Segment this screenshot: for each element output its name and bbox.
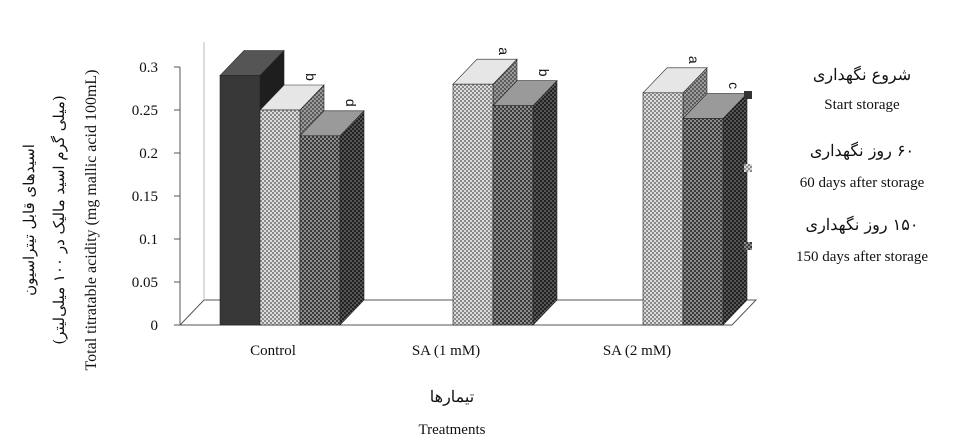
y-tick-label: 0.2 bbox=[139, 146, 158, 162]
category-label: SA (1 mM) bbox=[412, 343, 480, 359]
legend: شروع نگهداری Start storage ۶۰ روز نگهدار… bbox=[744, 65, 928, 265]
legend-label-60-days-en: 60 days after storage bbox=[800, 175, 925, 191]
y-tick-label: 0.3 bbox=[139, 60, 158, 76]
significance-letter: b bbox=[536, 69, 552, 77]
significance-letter: b bbox=[303, 73, 319, 81]
bar bbox=[259, 109, 301, 326]
bar bbox=[682, 118, 724, 326]
significance-letter: a bbox=[496, 47, 512, 55]
bar bbox=[299, 135, 341, 326]
bars-group: b d a b a c bbox=[219, 47, 748, 326]
legend-label-start-storage-en: Start storage bbox=[824, 97, 900, 113]
legend-swatch-60-days bbox=[744, 164, 752, 172]
legend-swatch-150-days bbox=[744, 242, 752, 250]
legend-label-150-days-en: 150 days after storage bbox=[796, 249, 928, 265]
category-label: Control bbox=[250, 343, 296, 359]
category-label: SA (2 mM) bbox=[603, 343, 671, 359]
legend-label-60-days-fa: ۶۰ روز نگهداری bbox=[810, 141, 914, 160]
legend-label-start-storage-fa: شروع نگهداری bbox=[813, 65, 911, 84]
y-tick-label: 0.1 bbox=[139, 232, 158, 248]
category-labels: Control SA (1 mM) SA (2 mM) bbox=[250, 343, 671, 359]
significance-letter: a bbox=[686, 56, 702, 64]
y-axis-label-fa-line2: (میلی گرم اسید مالیک در ۱۰۰ میلی‌لیتر) bbox=[50, 95, 68, 344]
bar-side bbox=[339, 110, 365, 326]
y-axis-label-en: Total titratable acidity (mg mallic acid… bbox=[83, 70, 100, 371]
y-ticks: 0 0.05 0.1 0.15 0.2 0.25 0.3 bbox=[132, 60, 180, 334]
bar-side bbox=[722, 92, 748, 326]
bar bbox=[492, 105, 534, 326]
bar bbox=[219, 75, 261, 326]
y-tick-label: 0.05 bbox=[132, 275, 158, 291]
x-axis-label-fa: تیمارها bbox=[430, 387, 474, 406]
bar bbox=[452, 83, 494, 326]
bar-side bbox=[532, 79, 558, 326]
y-axis-label-fa-line1: اسیدهای قابل تیتراسیون bbox=[20, 144, 38, 296]
legend-label-150-days-fa: ۱۵۰ روز نگهداری bbox=[806, 215, 919, 234]
y-tick-label: 0.15 bbox=[132, 189, 158, 205]
x-axis-label-en: Treatments bbox=[419, 422, 486, 438]
legend-swatch-start-storage bbox=[744, 91, 752, 99]
bar bbox=[642, 92, 684, 326]
significance-letter: d bbox=[343, 99, 359, 107]
y-tick-label: 0 bbox=[151, 318, 159, 334]
y-axis-label-group: اسیدهای قابل تیتراسیون (میلی گرم اسید ما… bbox=[20, 70, 100, 371]
y-tick-label: 0.25 bbox=[132, 103, 158, 119]
significance-letter: c bbox=[726, 82, 742, 89]
